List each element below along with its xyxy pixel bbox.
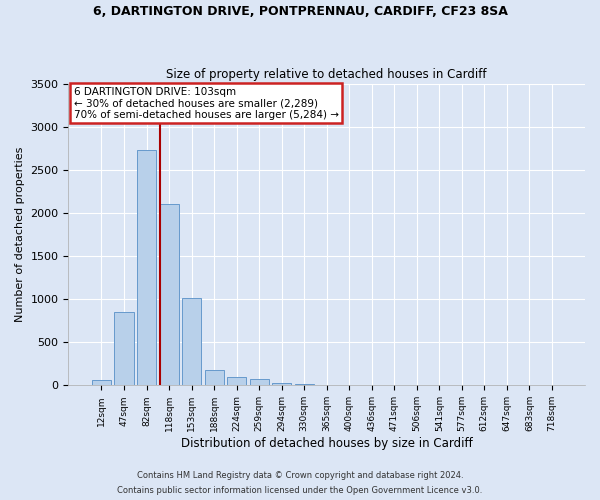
Bar <box>227 376 246 386</box>
Bar <box>250 380 269 386</box>
Bar <box>92 380 111 386</box>
X-axis label: Distribution of detached houses by size in Cardiff: Distribution of detached houses by size … <box>181 437 473 450</box>
Text: Contains public sector information licensed under the Open Government Licence v3: Contains public sector information licen… <box>118 486 482 495</box>
Bar <box>160 204 179 386</box>
Bar <box>295 384 314 386</box>
Y-axis label: Number of detached properties: Number of detached properties <box>15 147 25 322</box>
Text: Contains HM Land Registry data © Crown copyright and database right 2024.: Contains HM Land Registry data © Crown c… <box>137 471 463 480</box>
Bar <box>115 312 134 386</box>
Bar <box>182 298 201 386</box>
Text: 6 DARTINGTON DRIVE: 103sqm
← 30% of detached houses are smaller (2,289)
70% of s: 6 DARTINGTON DRIVE: 103sqm ← 30% of deta… <box>74 86 338 120</box>
Text: 6, DARTINGTON DRIVE, PONTPRENNAU, CARDIFF, CF23 8SA: 6, DARTINGTON DRIVE, PONTPRENNAU, CARDIF… <box>92 5 508 18</box>
Bar <box>272 383 291 386</box>
Title: Size of property relative to detached houses in Cardiff: Size of property relative to detached ho… <box>166 68 487 81</box>
Bar <box>205 370 224 386</box>
Bar <box>137 150 156 386</box>
